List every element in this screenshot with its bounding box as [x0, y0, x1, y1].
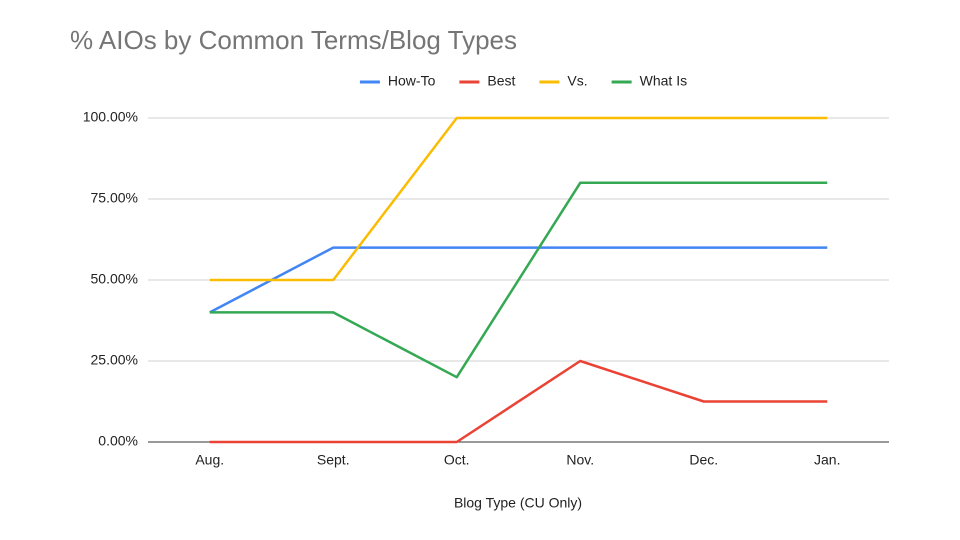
chart-title: % AIOs by Common Terms/Blog Types — [70, 25, 517, 55]
x-tick-label: Jan. — [814, 452, 840, 468]
x-tick-label: Dec. — [689, 452, 718, 468]
legend-label: Best — [487, 73, 515, 89]
y-tick-label: 100.00% — [83, 109, 138, 125]
y-tick-label: 50.00% — [91, 271, 138, 287]
y-tick-label: 25.00% — [91, 352, 138, 368]
x-tick-label: Oct. — [444, 452, 470, 468]
y-tick-label: 75.00% — [91, 190, 138, 206]
x-tick-label: Sept. — [317, 452, 350, 468]
legend-label: What Is — [640, 73, 687, 89]
y-tick-label: 0.00% — [98, 433, 138, 449]
series-line — [209, 116, 828, 282]
x-tick-label: Aug. — [195, 452, 224, 468]
series-line — [209, 359, 828, 444]
legend-label: How-To — [388, 73, 436, 89]
series-line — [209, 181, 828, 379]
x-axis-title: Blog Type (CU Only) — [454, 495, 582, 511]
series-line — [209, 246, 828, 314]
x-tick-label: Nov. — [566, 452, 594, 468]
legend-label: Vs. — [567, 73, 587, 89]
